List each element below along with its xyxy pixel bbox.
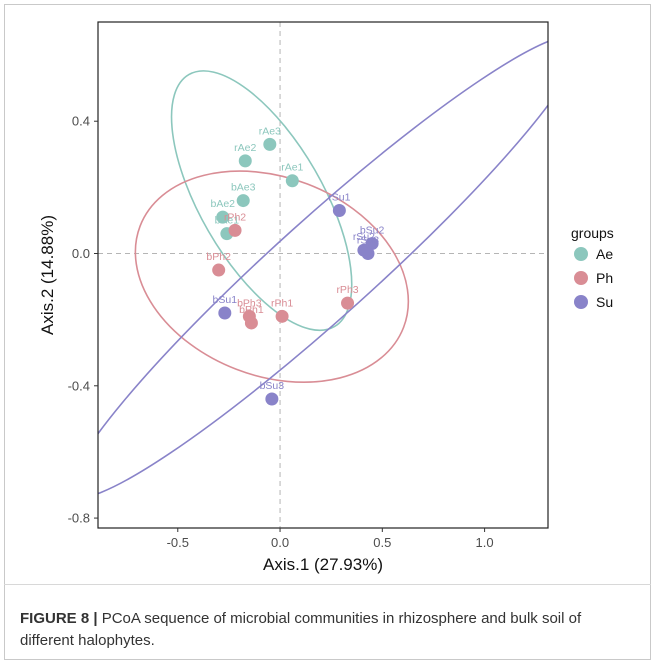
point-label-rPh3: rPh3	[336, 284, 358, 296]
point-label-bPh3: bPh3	[237, 297, 262, 309]
point-label-rPh2: rPh2	[224, 211, 246, 223]
caption-label: FIGURE 8 |	[20, 610, 98, 627]
y-tick-label: 0.0	[72, 246, 90, 261]
y-axis-title: Axis.2 (14.88%)	[38, 215, 57, 335]
point-bPh2	[212, 263, 226, 277]
legend-title: groups	[571, 225, 614, 241]
legend-key-su	[574, 295, 588, 309]
y-tick-label: -0.4	[68, 378, 90, 393]
point-rSu3	[361, 247, 375, 261]
point-rAe1	[285, 174, 299, 188]
point-label-bAe1: bAe1	[215, 215, 240, 227]
x-tick-label: 0.5	[373, 535, 391, 550]
point-label-bAe3: bAe3	[231, 182, 256, 194]
x-tick-label: -0.5	[167, 535, 189, 550]
point-bAe2	[216, 210, 230, 224]
point-label-bSu2: bSu2	[360, 225, 385, 237]
legend-label-ae: Ae	[596, 246, 613, 262]
x-tick-label: 0.0	[271, 535, 289, 550]
point-label-bPh1: bPh1	[239, 304, 264, 316]
point-label-bSu1: bSu1	[213, 294, 238, 306]
caption-divider	[4, 584, 651, 585]
point-label-rAe2: rAe2	[234, 142, 256, 154]
point-label-rAe1: rAe1	[281, 162, 303, 174]
point-label-rSu1: rSu1	[328, 192, 350, 204]
point-bSu1	[218, 306, 232, 320]
y-tick-label: -0.8	[68, 511, 90, 526]
point-label-rSu3: rSu3	[357, 235, 379, 247]
ellipse-su	[98, 35, 548, 499]
point-rPh2	[228, 223, 242, 237]
point-rAe2	[238, 154, 252, 168]
plot-panel	[98, 22, 548, 528]
point-label-bSu3: bSu3	[260, 380, 285, 392]
plot-border	[97, 21, 549, 529]
point-rAe3	[263, 137, 277, 151]
figure-caption: FIGURE 8 | PCoA sequence of microbial co…	[20, 608, 630, 652]
ellipse-ph	[134, 170, 410, 383]
caption-text: PCoA sequence of microbial communities i…	[20, 610, 582, 649]
ellipse-ae	[170, 70, 353, 332]
legend-key-ph	[574, 271, 588, 285]
point-label-bPh2: bPh2	[206, 251, 231, 263]
ellipse-group	[98, 35, 548, 499]
legend-key-ae	[574, 247, 588, 261]
point-bSu3	[265, 392, 279, 406]
legend-label-ph: Ph	[596, 270, 613, 286]
y-tick-label: 0.4	[72, 114, 90, 129]
point-rSu1	[332, 204, 346, 218]
x-axis-title: Axis.1 (27.93%)	[263, 555, 383, 574]
point-bPh1	[244, 316, 258, 330]
point-label-rSu2: rSu2	[353, 231, 375, 243]
point-rPh1	[275, 309, 289, 323]
point-rPh3	[341, 296, 355, 310]
point-label-rPh1: rPh1	[271, 297, 293, 309]
point-label-rAe3: rAe3	[259, 125, 281, 137]
point-bAe3	[236, 194, 250, 208]
x-tick-label: 1.0	[476, 535, 494, 550]
point-label-bAe2: bAe2	[211, 198, 236, 210]
legend-label-su: Su	[596, 294, 613, 310]
